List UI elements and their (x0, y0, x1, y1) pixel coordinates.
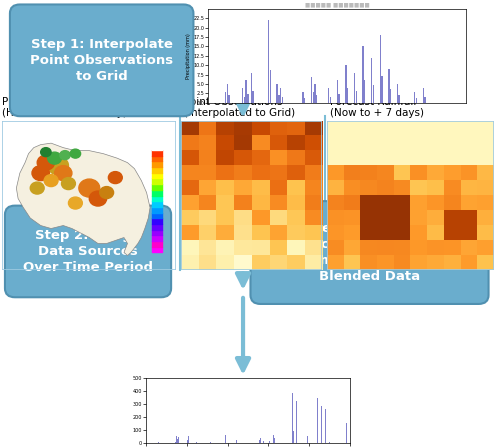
Text: Step 3: Generate
Catchment Average
Time Series from
Blended Data: Step 3: Generate Catchment Average Time … (296, 222, 443, 283)
Circle shape (48, 156, 68, 175)
FancyBboxPatch shape (10, 4, 193, 116)
Bar (273, 435, 274, 443)
Bar (330, 97, 331, 103)
Polygon shape (16, 143, 150, 256)
Bar (347, 88, 348, 103)
Bar (188, 436, 189, 443)
Bar (242, 88, 244, 103)
Bar (227, 84, 228, 103)
Bar (274, 438, 275, 443)
Bar (372, 85, 374, 103)
Bar (388, 69, 389, 103)
Circle shape (79, 179, 100, 197)
Circle shape (44, 175, 58, 186)
Bar (424, 97, 426, 103)
Bar (302, 92, 304, 103)
Bar (337, 80, 338, 103)
Bar (282, 97, 283, 103)
Circle shape (68, 197, 82, 209)
Bar (292, 393, 293, 443)
Circle shape (32, 165, 49, 181)
Bar (305, 396, 306, 443)
Bar (252, 91, 254, 103)
Y-axis label: Precipitation (mm): Precipitation (mm) (186, 33, 190, 79)
Bar (176, 436, 177, 443)
Bar (247, 94, 248, 103)
Circle shape (108, 172, 123, 184)
Bar (354, 73, 355, 103)
Bar (311, 76, 312, 103)
Bar (325, 409, 326, 443)
Bar (314, 84, 315, 103)
Circle shape (41, 148, 51, 156)
Text: Forecast Rainfall
(Now to + 7 days): Forecast Rainfall (Now to + 7 days) (330, 97, 424, 118)
Bar (259, 440, 260, 443)
Bar (364, 80, 366, 103)
Bar (371, 58, 372, 103)
Bar (316, 95, 317, 103)
Bar (177, 439, 178, 443)
Bar (278, 95, 280, 103)
Bar (187, 440, 188, 443)
Bar (414, 92, 415, 103)
Bar (263, 442, 264, 443)
Bar (225, 435, 226, 443)
Bar (244, 97, 245, 103)
Bar (280, 88, 281, 103)
Bar (307, 436, 308, 443)
Circle shape (60, 151, 70, 160)
Bar (423, 88, 424, 103)
Bar (398, 95, 400, 103)
Text: Step 2: Merge
Data Sources
Over Time Period: Step 2: Merge Data Sources Over Time Per… (23, 229, 153, 274)
Bar (251, 441, 252, 443)
Bar (381, 76, 383, 103)
Text: Step 1: Interpolate
Point Observations
to Grid: Step 1: Interpolate Point Observations t… (30, 38, 173, 83)
Bar (246, 80, 247, 103)
Bar (356, 91, 357, 103)
Bar (345, 65, 347, 103)
Bar (276, 84, 278, 103)
Bar (268, 20, 269, 103)
Bar (416, 98, 417, 103)
Bar (309, 404, 310, 443)
Circle shape (70, 149, 80, 158)
Bar (338, 94, 340, 103)
Circle shape (48, 152, 62, 164)
Bar (363, 46, 364, 103)
Bar (228, 95, 230, 103)
FancyBboxPatch shape (250, 201, 489, 304)
Bar (225, 92, 226, 103)
FancyBboxPatch shape (5, 206, 171, 297)
Title: ■■■■■ ■■■■■■■: ■■■■■ ■■■■■■■ (305, 2, 370, 7)
Bar (327, 121, 494, 270)
Circle shape (62, 177, 75, 190)
Circle shape (100, 186, 114, 198)
Bar (390, 89, 391, 103)
Bar (328, 88, 329, 103)
Bar (397, 84, 398, 103)
Bar (313, 436, 314, 443)
Circle shape (30, 182, 44, 194)
Bar (269, 70, 271, 103)
Bar (293, 431, 294, 443)
Text: Published Gridded Rainfall
(Historical to Yesterday): Published Gridded Rainfall (Historical t… (2, 97, 140, 118)
Bar (304, 98, 306, 103)
Bar (181, 121, 322, 270)
Bar (346, 422, 347, 443)
Bar (312, 92, 314, 103)
Circle shape (89, 191, 107, 206)
Circle shape (37, 155, 55, 170)
Text: Point Observations
(Interpolated to Grid): Point Observations (Interpolated to Grid… (184, 97, 295, 118)
Bar (250, 73, 252, 103)
Bar (379, 35, 381, 103)
Bar (236, 439, 237, 443)
Circle shape (55, 165, 72, 181)
